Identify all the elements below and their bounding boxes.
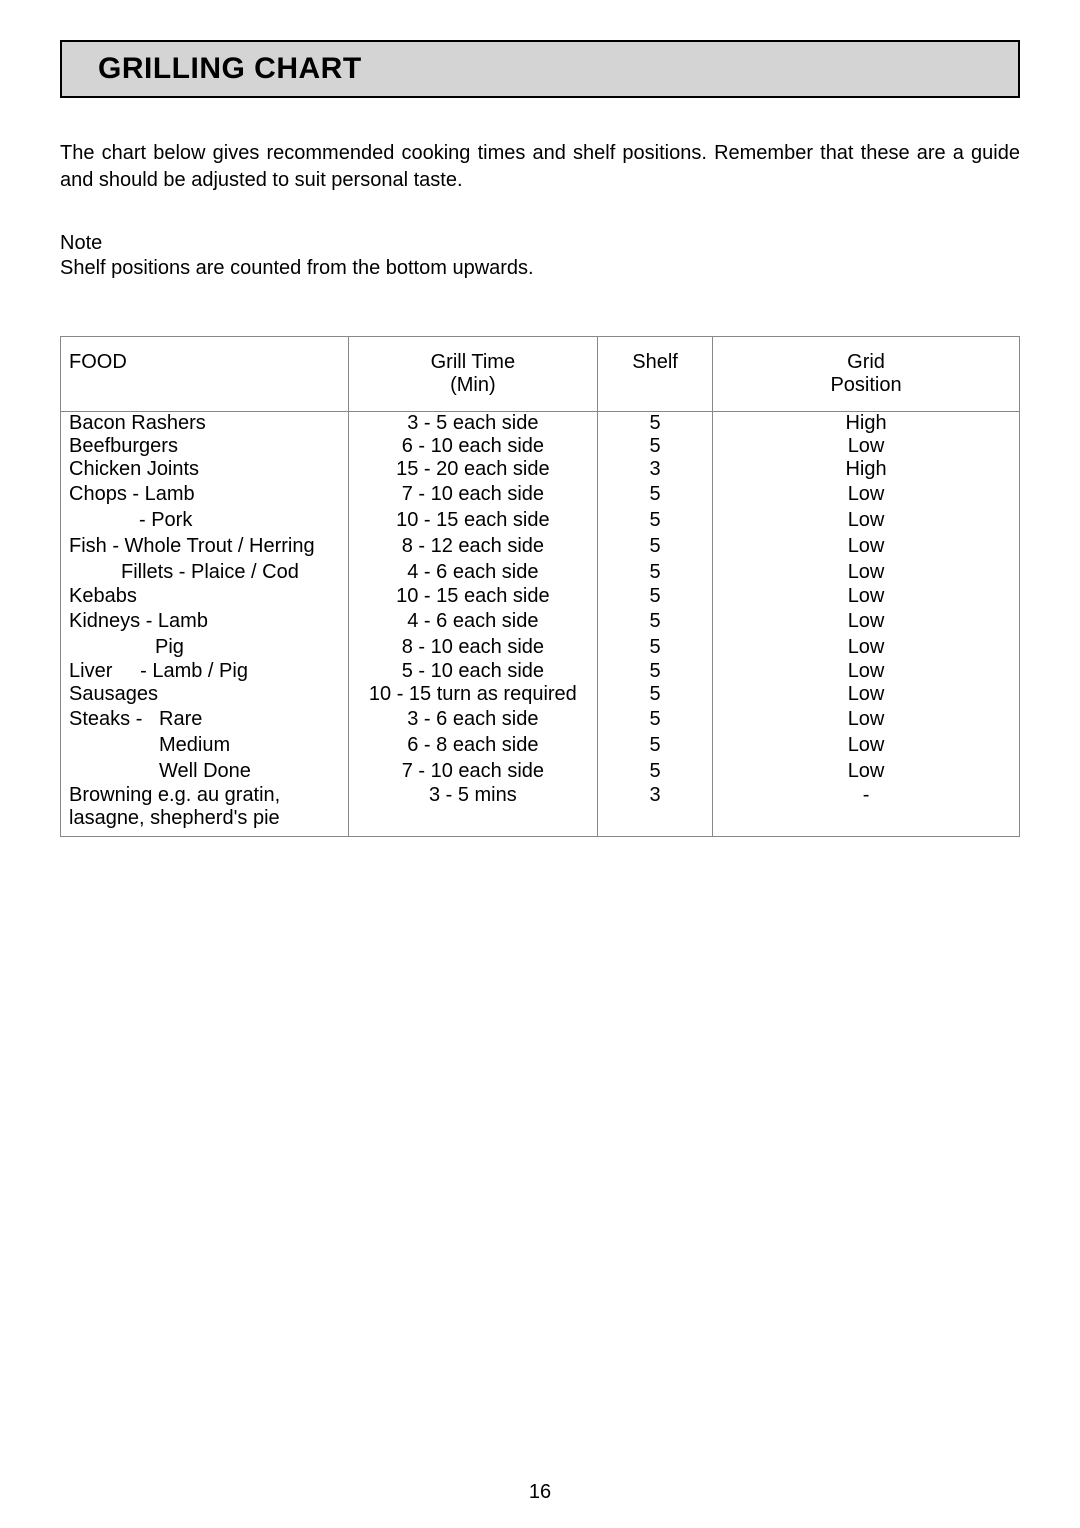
cell-grid: Low [713,507,1020,533]
cell-food: Pig [61,634,349,660]
col-header-time: Grill Time (Min) [348,337,597,412]
table-row: Pig 8 - 10 each side 5 Low [61,634,1020,660]
cell-food: Well Done [61,758,349,784]
cell-time: 10 - 15 each side [348,507,597,533]
cell-grid: Low [713,634,1020,660]
cell-food: Sausages [61,683,349,706]
cell-grid: Low [713,585,1020,608]
cell-food: Browning e.g. au gratin, lasagne, shephe… [61,784,349,837]
table-row: Chicken Joints 15 - 20 each side 3 High [61,458,1020,481]
cell-time: 7 - 10 each side [348,758,597,784]
page-title: GRILLING CHART [98,52,1010,86]
cell-food: - Pork [61,507,349,533]
page: GRILLING CHART The chart below gives rec… [0,0,1080,1528]
cell-grid: - [713,784,1020,837]
cell-time: 10 - 15 turn as required [348,683,597,706]
title-bar: GRILLING CHART [60,40,1020,98]
cell-shelf: 5 [598,533,713,559]
table-row: Steaks - Rare 3 - 6 each side 5 Low [61,706,1020,732]
cell-grid: Low [713,683,1020,706]
cell-time: 3 - 6 each side [348,706,597,732]
cell-shelf: 5 [598,634,713,660]
cell-shelf: 5 [598,608,713,634]
cell-grid: Low [713,481,1020,507]
note-label: Note [60,232,1020,255]
cell-shelf: 5 [598,683,713,706]
col-header-time-line2: (Min) [450,374,496,396]
cell-grid: Low [713,706,1020,732]
cell-shelf: 5 [598,585,713,608]
cell-time: 8 - 10 each side [348,634,597,660]
cell-shelf: 5 [598,435,713,458]
cell-grid: Low [713,559,1020,585]
cell-shelf: 5 [598,559,713,585]
table-row: Kidneys - Lamb 4 - 6 each side 5 Low [61,608,1020,634]
table-row: Sausages 10 - 15 turn as required 5 Low [61,683,1020,706]
cell-shelf: 5 [598,507,713,533]
table-row: Chops - Lamb 7 - 10 each side 5 Low [61,481,1020,507]
cell-food: Kebabs [61,585,349,608]
cell-food: Medium [61,732,349,758]
cell-food: Bacon Rashers [61,412,349,436]
cell-time: 6 - 8 each side [348,732,597,758]
grilling-chart-table: FOOD Grill Time (Min) Shelf Grid Positio… [60,336,1020,837]
cell-grid: Low [713,758,1020,784]
cell-shelf: 5 [598,732,713,758]
cell-food: Fish - Whole Trout / Herring [61,533,349,559]
cell-food: Steaks - Rare [61,706,349,732]
cell-time: 4 - 6 each side [348,608,597,634]
cell-time: 3 - 5 each side [348,412,597,436]
table-row: Well Done 7 - 10 each side 5 Low [61,758,1020,784]
col-header-time-line1: Grill Time [431,351,515,373]
cell-time: 3 - 5 mins [348,784,597,837]
col-header-shelf: Shelf [598,337,713,412]
cell-time: 8 - 12 each side [348,533,597,559]
col-header-grid: Grid Position [713,337,1020,412]
col-header-food: FOOD [61,337,349,412]
col-header-grid-line2: Position [830,374,901,396]
table-row: Liver - Lamb / Pig 5 - 10 each side 5 Lo… [61,660,1020,683]
cell-grid: Low [713,660,1020,683]
cell-food: Liver - Lamb / Pig [61,660,349,683]
cell-grid: Low [713,732,1020,758]
cell-time: 15 - 20 each side [348,458,597,481]
cell-food: Beefburgers [61,435,349,458]
cell-time: 6 - 10 each side [348,435,597,458]
cell-food: Kidneys - Lamb [61,608,349,634]
table-row: Bacon Rashers 3 - 5 each side 5 High [61,412,1020,436]
col-header-grid-line1: Grid [847,351,885,373]
cell-shelf: 3 [598,458,713,481]
cell-grid: High [713,458,1020,481]
cell-grid: Low [713,435,1020,458]
table-row: Fish - Whole Trout / Herring 8 - 12 each… [61,533,1020,559]
table-row: Browning e.g. au gratin, lasagne, shephe… [61,784,1020,837]
cell-time: 7 - 10 each side [348,481,597,507]
table-row: Beefburgers 6 - 10 each side 5 Low [61,435,1020,458]
page-number: 16 [0,1481,1080,1504]
table-row: Fillets - Plaice / Cod 4 - 6 each side 5… [61,559,1020,585]
cell-shelf: 5 [598,481,713,507]
table-row: - Pork 10 - 15 each side 5 Low [61,507,1020,533]
intro-paragraph: The chart below gives recommended cookin… [60,140,1020,194]
cell-grid: High [713,412,1020,436]
note-text: Shelf positions are counted from the bot… [60,257,1020,280]
cell-time: 4 - 6 each side [348,559,597,585]
cell-shelf: 5 [598,706,713,732]
cell-grid: Low [713,533,1020,559]
cell-shelf: 5 [598,412,713,436]
cell-food: Fillets - Plaice / Cod [61,559,349,585]
table-header-row: FOOD Grill Time (Min) Shelf Grid Positio… [61,337,1020,412]
cell-time: 5 - 10 each side [348,660,597,683]
cell-shelf: 5 [598,660,713,683]
cell-shelf: 5 [598,758,713,784]
cell-time: 10 - 15 each side [348,585,597,608]
cell-food: Chicken Joints [61,458,349,481]
table-row: Medium 6 - 8 each side 5 Low [61,732,1020,758]
table-row: Kebabs 10 - 15 each side 5 Low [61,585,1020,608]
cell-shelf: 3 [598,784,713,837]
cell-grid: Low [713,608,1020,634]
cell-food: Chops - Lamb [61,481,349,507]
